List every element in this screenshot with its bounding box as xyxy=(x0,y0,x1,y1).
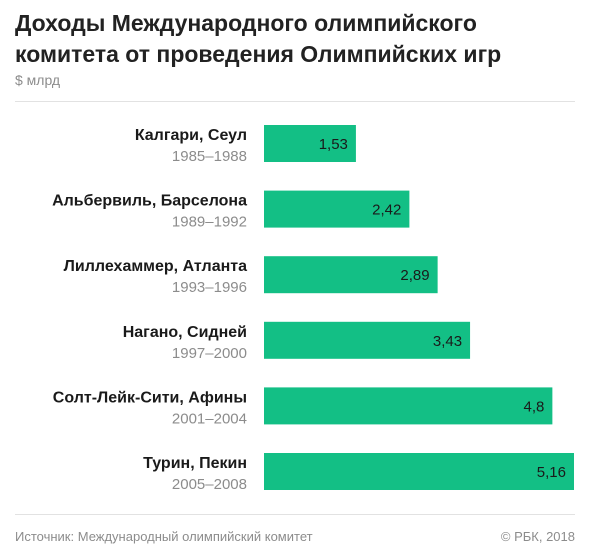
bar-6 xyxy=(264,453,574,490)
bottom-divider xyxy=(15,514,575,515)
top-divider xyxy=(15,101,575,102)
category-label-2: Альбервиль, Барселона xyxy=(52,193,247,210)
period-label-5: 2001–2004 xyxy=(172,410,247,427)
period-label-2: 1989–1992 xyxy=(172,214,247,231)
period-label-6: 2005–2008 xyxy=(172,476,247,493)
chart-title: Доходы Международного олимпийского комит… xyxy=(15,10,502,67)
bar-4 xyxy=(264,321,471,359)
bar-value-label-6: 5,16 xyxy=(537,464,566,481)
bar-value-label-5: 4,8 xyxy=(524,398,545,415)
bar-3 xyxy=(264,256,438,294)
category-label-6: Турин, Пекин xyxy=(143,455,247,472)
period-label-1: 1985–1988 xyxy=(172,148,247,165)
source-note: Источник: Международный олимпийский коми… xyxy=(15,529,313,544)
category-label-1: Калгари, Сеул xyxy=(135,127,247,144)
bar-5 xyxy=(264,387,553,425)
category-label-3: Лиллехаммер, Атланта xyxy=(64,258,247,275)
bar-value-label-3: 2,89 xyxy=(400,267,429,284)
unit-label: $ млрд xyxy=(15,72,61,88)
bar-value-label-1: 1,53 xyxy=(319,136,348,153)
bar-2 xyxy=(264,190,410,228)
category-label-5: Солт-Лейк-Сити, Афины xyxy=(53,389,247,406)
period-label-4: 1997–2000 xyxy=(172,345,247,362)
bar-value-label-2: 2,42 xyxy=(372,202,401,219)
copyright-note: © РБК, 2018 xyxy=(500,529,575,544)
bar-1 xyxy=(264,125,356,162)
category-label-4: Нагано, Сидней xyxy=(123,324,247,341)
bar-value-label-4: 3,43 xyxy=(433,333,462,350)
period-label-3: 1993–1996 xyxy=(172,279,247,296)
